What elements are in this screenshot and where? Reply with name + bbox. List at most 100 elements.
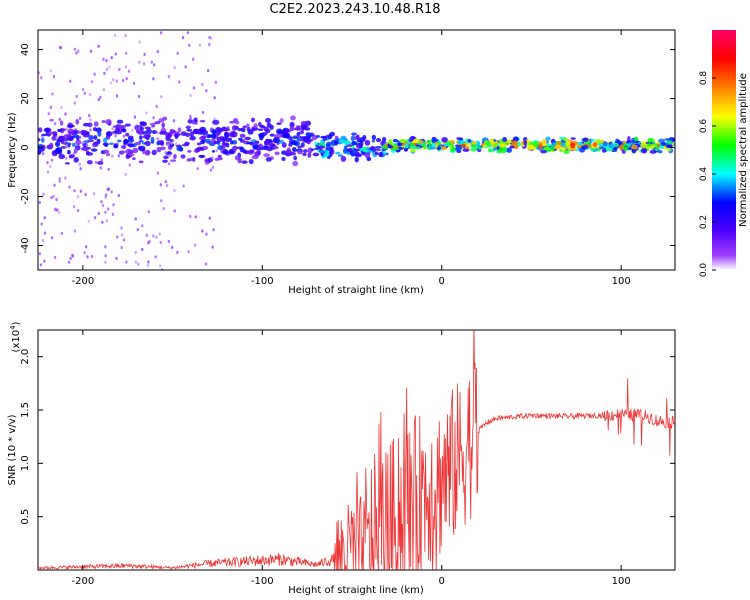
spectrogram-cell [300, 120, 308, 126]
spectrogram-cell [374, 148, 382, 152]
spectrogram-cell [176, 146, 183, 152]
spectrogram-cell [115, 79, 119, 83]
spectrogram-cell [75, 139, 82, 146]
spectrogram-cell [185, 125, 191, 130]
spectrogram-cell [84, 245, 88, 249]
spectrogram-cell [355, 134, 360, 140]
spectrogram-cell [53, 255, 57, 260]
spectrogram-cell [371, 134, 376, 141]
spectrogram-cell [217, 128, 224, 133]
spectrogram-cell [306, 132, 314, 138]
spectrogram-cell [85, 143, 89, 147]
spectrogram-cell [221, 142, 228, 145]
spectrogram-cell [371, 139, 375, 143]
spectrogram-cell [95, 127, 102, 133]
spectrogram-cell [560, 141, 566, 148]
spectrogram-cell [49, 69, 52, 73]
spectrogram-cell [310, 148, 315, 151]
spectrogram-cell [69, 256, 72, 261]
spectrogram-cell [202, 135, 207, 139]
spectrogram-cell [170, 141, 173, 145]
spectrogram-cell [264, 139, 269, 145]
spectrogram-cell [265, 157, 272, 162]
spectrogram-cell [181, 35, 185, 40]
spectrogram-cell [211, 156, 214, 160]
spectrogram-cell [171, 130, 177, 134]
spectrogram-cell [364, 152, 371, 159]
colorbar-ticks: 0.0 0.2 0.4 0.6 0.8 [699, 71, 716, 277]
spectrogram-cell [143, 52, 146, 56]
spectrogram-cell [125, 260, 128, 264]
spectrogram-cell [38, 149, 42, 155]
spectrogram-cell [49, 142, 54, 149]
spectrogram-cell [598, 146, 605, 150]
spectrogram-cell [117, 193, 120, 198]
spectrogram-cell [206, 68, 210, 73]
spectrogram-cell [93, 135, 98, 140]
snr-x-tick-label: 0 [439, 576, 445, 587]
spectrogram-cell [75, 94, 78, 99]
spectrogram-cell [156, 146, 162, 153]
spectrogram-cell [668, 140, 672, 145]
spectrogram-cell [552, 141, 557, 147]
spectrogram-cell [212, 119, 220, 125]
spectrogram-cell [78, 135, 82, 139]
spectrogram-cell [172, 119, 176, 123]
spectrogram-cell [382, 151, 388, 155]
spectrogram-cell [314, 141, 319, 146]
spectrogram-cell [174, 134, 179, 140]
snr-x-axis-label: Height of straight line (km) [288, 585, 424, 596]
spectrogram-cell [251, 155, 259, 160]
spectrogram-cell [81, 141, 84, 145]
spectrogram-cell [136, 129, 140, 134]
spectrogram-cell [138, 40, 141, 44]
spectrogram-cell [569, 142, 576, 149]
spectrogram-cell [209, 36, 213, 40]
spectrogram-cell [41, 239, 45, 243]
spectrogram-cell [211, 150, 216, 153]
spectrogram-cell [351, 140, 357, 146]
spectrogram-cell [105, 67, 109, 72]
spectrogram-cell [437, 141, 442, 145]
spectrogram-cell [540, 150, 548, 154]
spectrogram-cell [120, 246, 123, 250]
spectrogram-cell [431, 137, 437, 143]
spectrogram-cell [628, 142, 633, 145]
spectrogram-cell [41, 144, 46, 150]
spectrogram-cell [167, 162, 171, 166]
spectrogram-cell [162, 159, 168, 163]
spectrogram-cell [413, 138, 419, 144]
spectrogram-cell [81, 130, 88, 135]
spectrogram-cell [664, 138, 670, 141]
spectrogram-cell [96, 139, 100, 143]
spectrogram-cell [244, 136, 252, 141]
spectrogram-cell [333, 140, 339, 146]
spectrogram-cell [68, 79, 72, 83]
spectrogram-cell [94, 160, 98, 164]
spectrogram-cell [107, 167, 110, 171]
spectrogram-cell [199, 119, 206, 123]
spectrogram-cell [72, 142, 76, 147]
spectrogram-cell [123, 139, 129, 145]
spectrogram-cell [342, 148, 348, 154]
spectrogram-cell [560, 147, 567, 151]
spectrogram-cell [150, 136, 155, 143]
spectrogram-cell [485, 141, 491, 146]
spectrogram-cell [290, 115, 296, 121]
spectrogram-cell [350, 152, 356, 157]
spectrogram-cell [647, 137, 654, 143]
spectrogram-cell [79, 167, 82, 171]
spectrogram-cell [164, 150, 167, 155]
spectrogram-cell [198, 43, 202, 47]
spectrogram-cell [101, 220, 104, 224]
spectrogram-cell [86, 160, 93, 165]
spectrogram-cell [57, 129, 62, 132]
spectrogram-cell [127, 143, 135, 148]
spectrogram-cell [225, 137, 231, 143]
spectrogram-cell [105, 119, 112, 125]
spectrogram-cell [73, 151, 76, 155]
spectrogram-cell [101, 203, 105, 208]
spectrogram-cell [106, 207, 110, 211]
spectrogram-cell [90, 254, 94, 258]
spectrogram-cell [192, 157, 196, 162]
